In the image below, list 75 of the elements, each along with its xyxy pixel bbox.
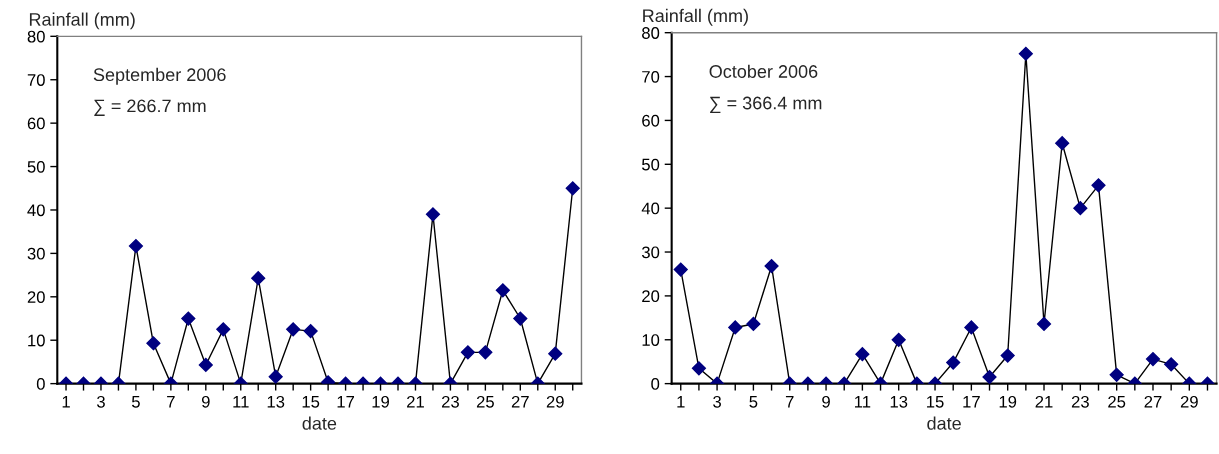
x-axis-title: date <box>927 416 961 430</box>
x-tick-label: 17 <box>963 396 980 408</box>
x-tick-label: 1 <box>62 396 70 408</box>
y-tick-label: 80 <box>642 27 660 39</box>
point <box>691 361 706 376</box>
y-tick-label: 20 <box>642 290 660 303</box>
point <box>1145 351 1161 367</box>
point <box>764 258 779 274</box>
x-tick-label: 3 <box>96 395 105 408</box>
point <box>891 332 906 347</box>
x-tick-label: 15 <box>927 396 944 408</box>
y-tick-label: 10 <box>642 334 660 346</box>
y-tick-label: 0 <box>36 378 45 390</box>
y-tick-label: 60 <box>27 117 45 130</box>
x-tick-label: 27 <box>1144 395 1162 408</box>
x-tick-label: 13 <box>890 395 908 408</box>
point <box>1164 357 1179 372</box>
x-tick-label: 15 <box>302 396 320 408</box>
y-tick-label: 80 <box>27 30 45 43</box>
y-tick-label: 40 <box>641 202 660 215</box>
y-tick-label: 40 <box>27 204 45 217</box>
x-tick-label: 19 <box>372 395 390 408</box>
x-tick-label: 17 <box>337 396 355 408</box>
point <box>855 347 870 362</box>
point <box>728 320 743 335</box>
x-tick-label: 5 <box>749 396 758 408</box>
x-tick-label: 7 <box>167 396 175 408</box>
x-tick-label: 23 <box>1071 395 1089 408</box>
point <box>946 355 961 370</box>
y-tick-label: 30 <box>641 246 660 259</box>
x-tick-label: 5 <box>131 396 140 408</box>
y-tick-label: 30 <box>27 247 45 260</box>
point <box>982 369 997 384</box>
annotation: October 2006 <box>709 64 818 78</box>
x-tick-label: 11 <box>233 396 249 408</box>
x-tick-label: 11 <box>855 396 871 408</box>
y-tick-label: 0 <box>651 378 660 390</box>
x-tick-label: 21 <box>407 395 424 408</box>
x-tick-label: 25 <box>476 395 494 408</box>
point <box>1091 178 1106 193</box>
y-axis-title: Rainfall (mm) <box>643 8 748 26</box>
point <box>673 262 688 277</box>
x-tick-label: 29 <box>546 395 564 408</box>
point <box>746 316 761 332</box>
x-tick-label: 29 <box>1180 395 1198 408</box>
x-tick-label: 3 <box>713 395 721 408</box>
annotation: September 2006 <box>93 67 226 85</box>
y-tick-label: 20 <box>27 291 45 304</box>
x-tick-label: 25 <box>1108 395 1126 408</box>
x-tick-label: 9 <box>822 395 830 408</box>
x-tick-label: 27 <box>511 395 529 408</box>
point <box>1073 201 1088 216</box>
x-tick-label: 23 <box>441 395 459 408</box>
point <box>1018 46 1033 61</box>
x-tick-label: 7 <box>785 396 794 408</box>
x-tick-label: 9 <box>201 395 210 408</box>
point <box>964 320 979 335</box>
annotation: ∑ = 366.4 mm <box>710 96 822 114</box>
y-tick-label: 10 <box>28 334 45 347</box>
y-tick-label: 70 <box>642 70 660 83</box>
x-tick-label: 1 <box>677 396 685 408</box>
x-tick-label: 21 <box>1035 395 1053 408</box>
point <box>1000 348 1015 363</box>
point <box>1036 316 1052 332</box>
annotation: ∑ = 266.7 mm <box>94 99 206 116</box>
point <box>1055 136 1070 151</box>
x-axis-title: date <box>302 416 337 430</box>
x-tick-label: 13 <box>267 395 285 408</box>
y-tick-label: 50 <box>641 158 660 171</box>
y-tick-label: 60 <box>642 114 660 127</box>
y-tick-label: 50 <box>27 160 45 173</box>
x-tick-label: 19 <box>999 395 1017 408</box>
y-axis-title: Rainfall (mm) <box>29 12 135 30</box>
y-tick-label: 70 <box>27 74 45 86</box>
point <box>1109 367 1124 382</box>
